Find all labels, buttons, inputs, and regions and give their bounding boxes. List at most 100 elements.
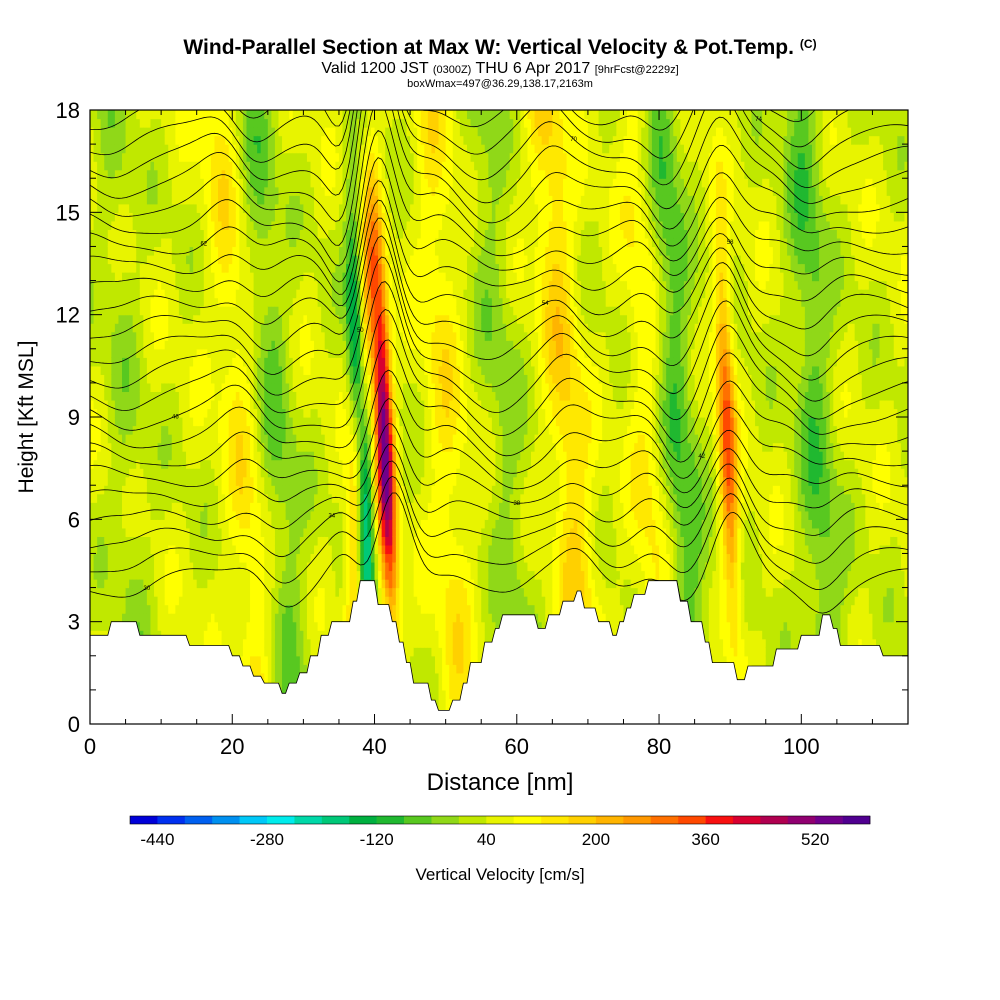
field-cell: [303, 340, 308, 350]
field-cell: [221, 110, 226, 120]
field-cell: [267, 186, 272, 196]
field-cell: [111, 323, 116, 333]
field-cell: [157, 485, 162, 495]
field-cell: [321, 630, 326, 640]
field-cell: [239, 561, 244, 572]
field-cell: [221, 323, 226, 333]
field-cell: [260, 425, 265, 435]
field-cell: [175, 485, 180, 495]
field-cell: [331, 254, 336, 265]
field-cell: [210, 161, 216, 171]
field-cell: [282, 220, 287, 230]
field-cell: [250, 544, 255, 555]
field-cell: [150, 587, 155, 597]
field-cell: [210, 237, 216, 248]
field-cell: [306, 195, 312, 205]
field-cell: [186, 459, 191, 469]
field-cell: [196, 621, 201, 631]
field-cell: [132, 587, 137, 597]
field-cell: [146, 493, 152, 503]
field-cell: [186, 254, 191, 265]
field-cell: [264, 118, 269, 128]
field-cell: [267, 382, 272, 393]
field-cell: [321, 468, 326, 478]
field-cell: [171, 382, 176, 393]
field-cell: [285, 544, 290, 555]
field-cell: [207, 357, 212, 367]
field-cell: [282, 630, 287, 640]
field-cell: [235, 399, 240, 410]
field-cell: [171, 544, 176, 555]
field-cell: [90, 391, 95, 401]
field-cell: [264, 561, 269, 572]
field-cell: [193, 493, 198, 503]
field-cell: [299, 365, 304, 375]
field-cell: [321, 365, 326, 375]
field-cell: [200, 203, 205, 213]
field-cell: [210, 178, 216, 188]
field-cell: [239, 630, 244, 640]
field-cell: [253, 365, 258, 375]
field-cell: [97, 280, 102, 290]
field-cell: [218, 297, 223, 307]
field-cell: [314, 476, 319, 486]
field-cell: [331, 570, 336, 580]
field-cell: [193, 297, 198, 307]
field-cell: [203, 127, 208, 137]
field-cell: [171, 340, 176, 350]
field-cell: [306, 476, 312, 486]
field-cell: [207, 161, 212, 171]
field-cell: [114, 289, 120, 299]
field-cell: [321, 442, 326, 452]
field-cell: [331, 348, 336, 358]
field-cell: [292, 331, 297, 341]
field-cell: [310, 220, 315, 230]
field-cell: [221, 476, 226, 486]
field-cell: [306, 212, 312, 222]
field-cell: [267, 340, 272, 350]
field-cell: [111, 527, 116, 537]
field-cell: [161, 110, 166, 120]
field-cell: [246, 306, 251, 316]
field-cell: [157, 135, 162, 145]
field-cell: [218, 630, 223, 640]
field-cell: [175, 289, 180, 299]
field-cell: [260, 399, 265, 410]
field-cell: [132, 510, 137, 520]
field-cell: [154, 417, 159, 427]
field-cell: [107, 510, 112, 520]
field-cell: [168, 178, 173, 188]
field-cell: [104, 254, 109, 265]
field-cell: [100, 178, 105, 188]
field-cell: [296, 425, 301, 435]
field-cell: [317, 212, 322, 222]
field-cell: [306, 579, 312, 589]
field-cell: [182, 272, 187, 282]
field-cell: [200, 382, 205, 393]
field-cell: [221, 434, 226, 444]
field-cell: [331, 186, 336, 196]
field-cell: [93, 468, 98, 478]
field-cell: [260, 527, 265, 537]
field-cell: [214, 579, 219, 589]
field-cell: [317, 161, 322, 171]
field-cell: [157, 237, 162, 248]
field-cell: [193, 195, 198, 205]
field-cell: [122, 178, 127, 188]
field-cell: [285, 391, 290, 401]
field-cell: [139, 306, 144, 316]
field-cell: [193, 280, 198, 290]
field-cell: [196, 536, 201, 546]
field-cell: [104, 553, 109, 563]
field-cell: [299, 212, 304, 222]
field-cell: [324, 493, 329, 503]
field-cell: [225, 289, 230, 299]
field-cell: [154, 485, 159, 495]
field-cell: [143, 110, 148, 120]
field-cell: [242, 502, 248, 512]
field-cell: [189, 587, 194, 597]
field-cell: [267, 553, 272, 563]
field-cell: [90, 135, 95, 145]
field-cell: [171, 493, 176, 503]
field-cell: [104, 442, 109, 452]
